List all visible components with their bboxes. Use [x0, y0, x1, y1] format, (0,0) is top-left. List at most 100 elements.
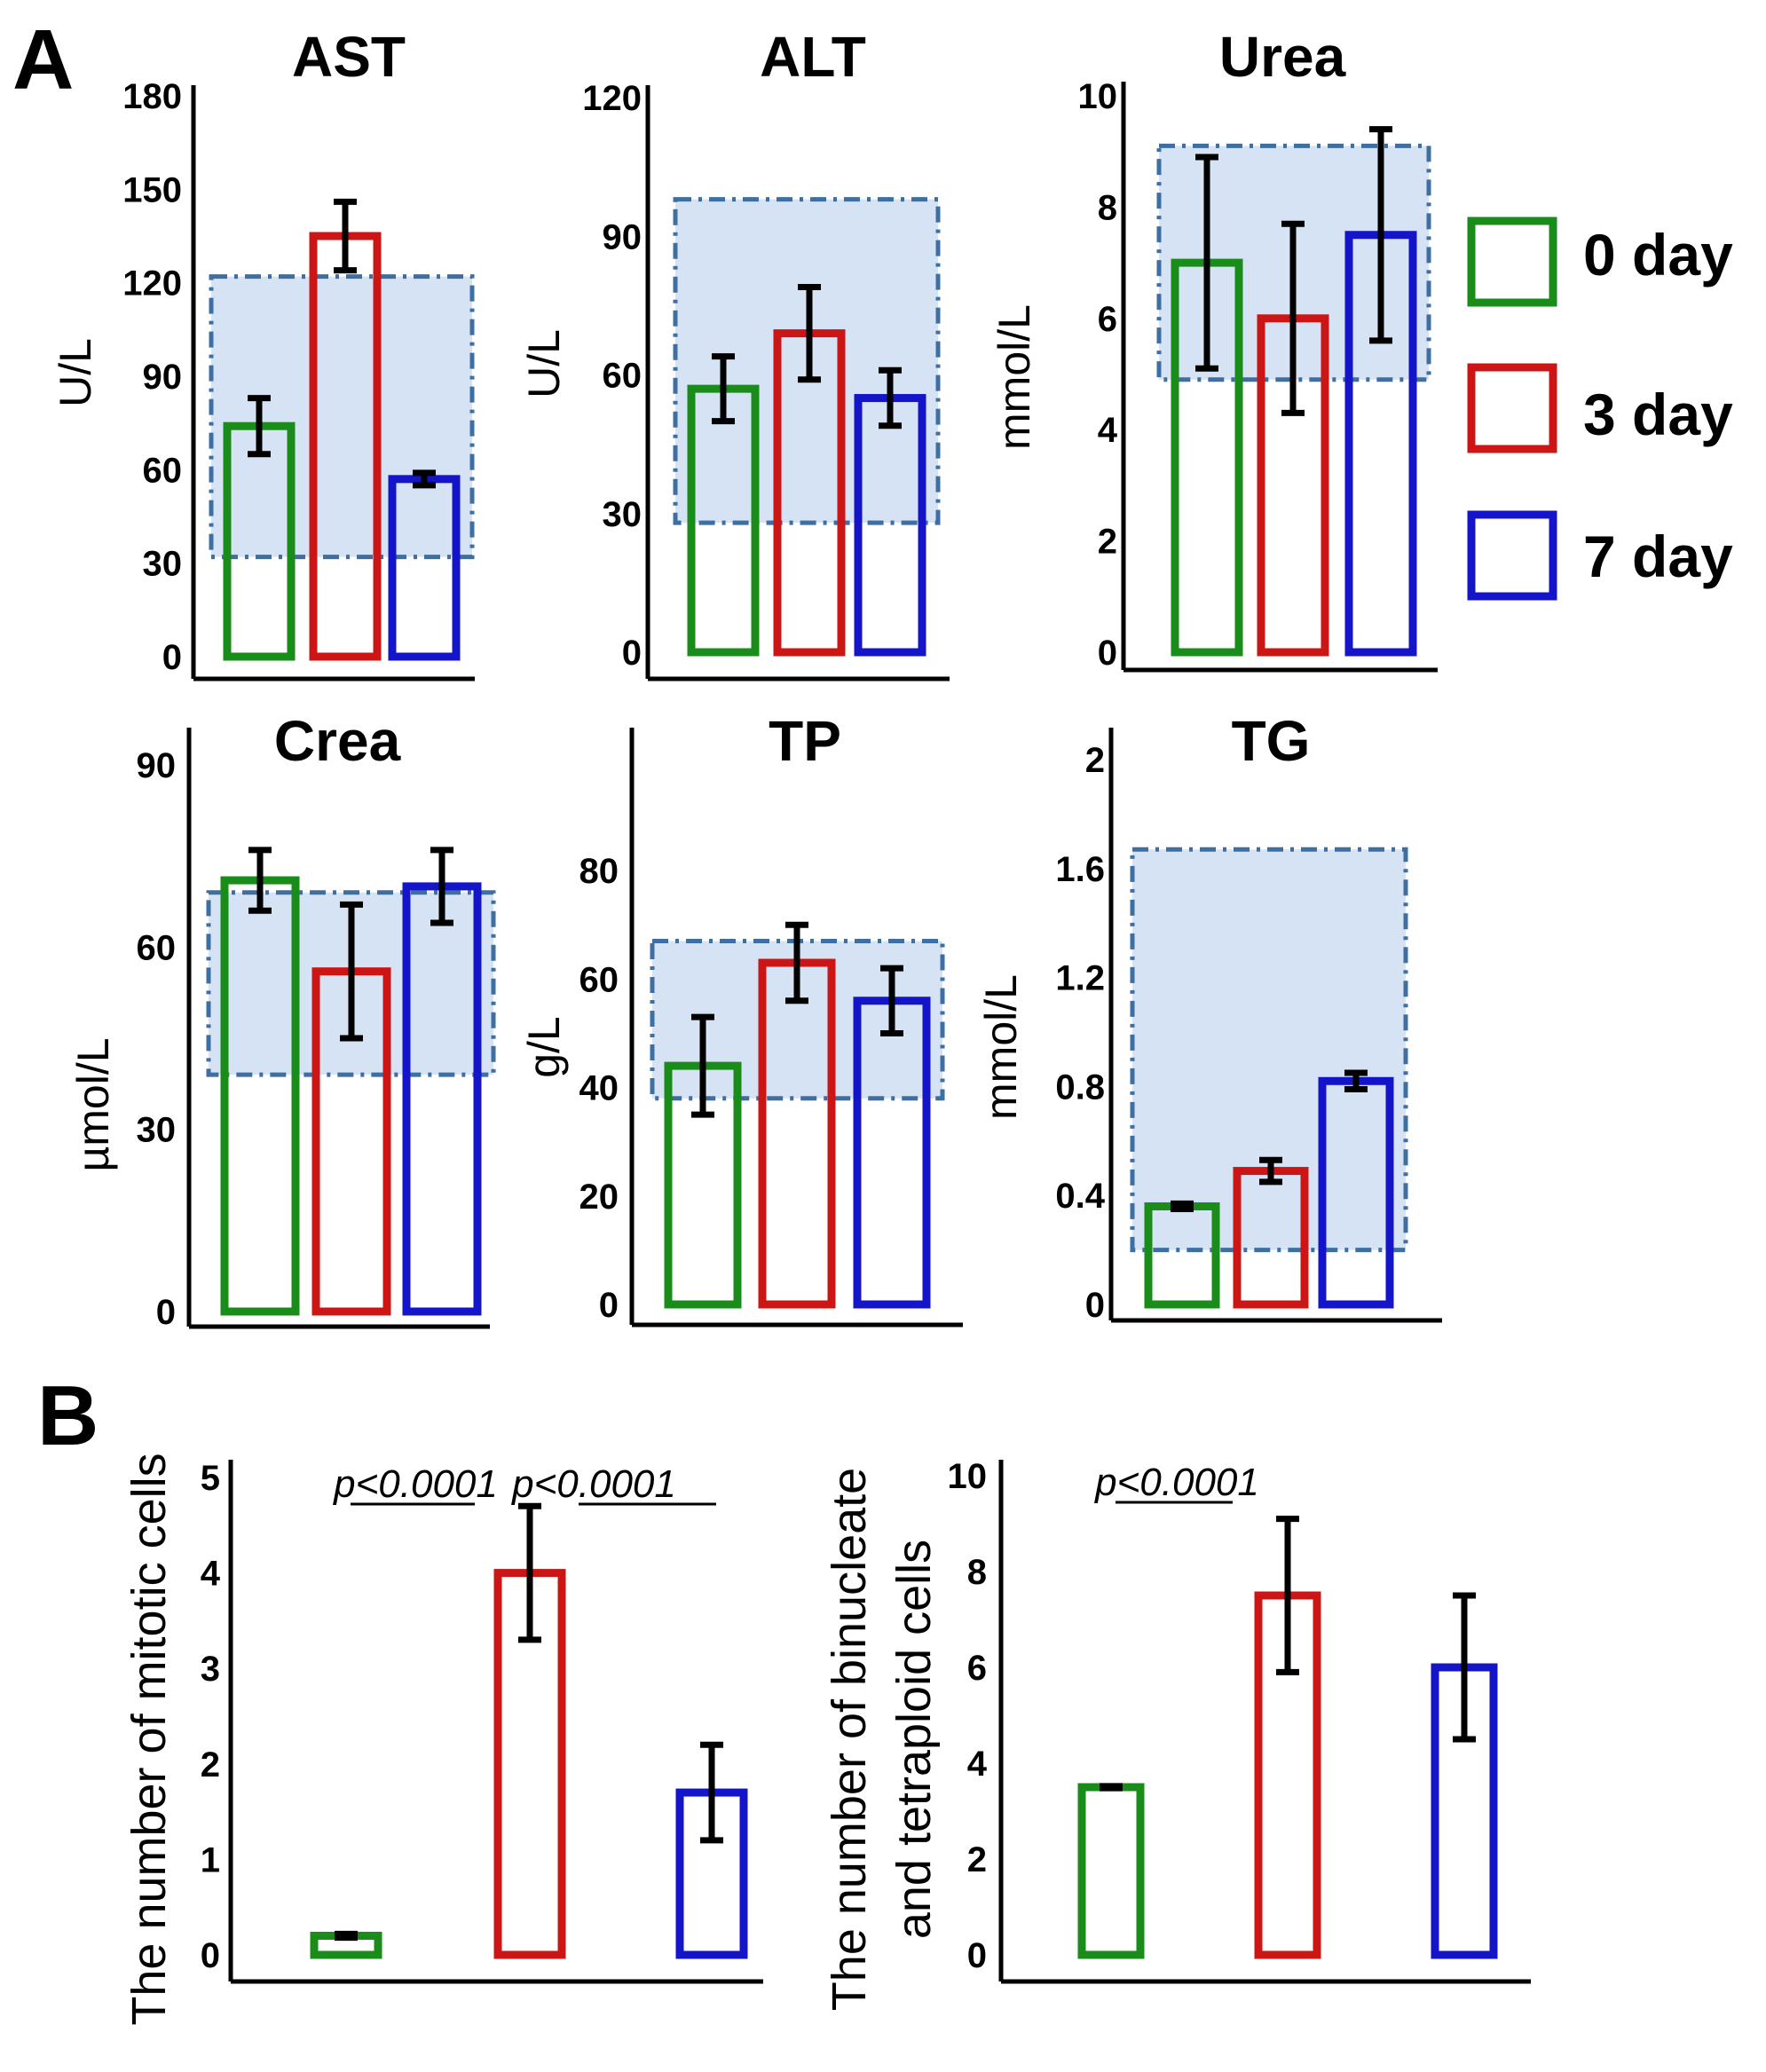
tick-label-crea: 0	[156, 1293, 176, 1332]
tick-label-alt: 120	[582, 79, 642, 118]
tick-label-urea: 0	[1098, 634, 1117, 673]
error-bar-tp-2	[880, 965, 903, 1036]
y-axis-label-crea: µmol/L	[68, 1037, 118, 1171]
legend-label-0-day: 0 day	[1583, 222, 1733, 288]
error-bar-binucleate-0	[1100, 1783, 1123, 1792]
tick-label-mitotic: 0	[201, 1936, 220, 1975]
tick-label-tp: 60	[579, 960, 619, 999]
chart-mitotic: 0 1 2 3 4 5 The number of mitotic cells p<0.000…	[122, 1453, 763, 2026]
tick-label-urea: 10	[1078, 77, 1118, 116]
error-bar-alt-0	[712, 353, 735, 425]
error-bar-binucleate-1	[1276, 1516, 1299, 1675]
tick-label-ast: 30	[143, 545, 183, 584]
tick-label-tp: 40	[579, 1069, 619, 1108]
tick-label-ast: 90	[143, 358, 183, 397]
tick-label-tg: 0	[1085, 1286, 1105, 1325]
tick-label-alt: 90	[603, 217, 643, 256]
error-bar-urea-2	[1369, 126, 1392, 344]
tick-label-ast: 60	[143, 451, 183, 490]
chart-title-crea: Crea	[274, 709, 401, 773]
chart-area: 0306090120150180ASTU/L0306090120ALTU/L02…	[51, 25, 1531, 2026]
significance-binucleate-0: p<0.0001	[1093, 1461, 1259, 1504]
y-axis-label-urea: mmol/L	[989, 304, 1039, 450]
chart-ast: 0 30 60 90 120 150 180 AST U/L	[51, 25, 475, 681]
error-bar-urea-0	[1195, 154, 1218, 372]
error-bar-ast-1	[334, 198, 357, 274]
chart-title-alt: ALT	[760, 25, 866, 89]
tick-label-binucleate: 8	[967, 1553, 987, 1592]
chart-title-ast: AST	[292, 25, 406, 89]
p-value-label: p<0.0001	[332, 1462, 498, 1506]
chart-binucleate: 0 2 4 6 8 10 The number of binucleate and tetra…	[823, 1457, 1531, 2011]
error-bar-crea-0	[248, 847, 272, 914]
tick-label-ast: 0	[162, 638, 182, 677]
legend-label-7-day: 7 day	[1583, 524, 1733, 589]
reference-range-band	[1130, 847, 1408, 1253]
error-bar-crea-1	[340, 901, 363, 1042]
significance-mitotic-1: p<0.0001	[510, 1462, 716, 1506]
tick-label-mitotic: 2	[201, 1745, 220, 1784]
tick-label-urea: 6	[1098, 300, 1117, 339]
y-axis-label-binucleate: The number of binucleate	[823, 1468, 876, 2011]
error-bar-alt-1	[798, 284, 821, 383]
tick-label-binucleate: 4	[967, 1745, 988, 1784]
tick-label-binucleate: 0	[967, 1936, 987, 1975]
tick-label-urea: 8	[1098, 188, 1117, 227]
tick-label-crea: 90	[137, 746, 177, 785]
error-bar-mitotic-1	[518, 1502, 541, 1643]
error-bar-tp-1	[785, 921, 808, 1004]
tick-label-urea: 2	[1098, 523, 1117, 562]
tick-label-tp: 80	[579, 852, 619, 891]
chart-crea: 0 30 60 90 Crea µmol/L	[68, 709, 496, 1332]
y-axis-label-ast: U/L	[51, 338, 100, 407]
bar-binucleate-0-day	[1077, 1783, 1145, 1959]
tick-label-ast: 150	[122, 170, 182, 209]
tick-label-tp: 0	[599, 1286, 619, 1325]
tick-label-mitotic: 4	[201, 1555, 221, 1594]
y-axis-label-mitotic: The number of mitotic cells	[122, 1453, 176, 2025]
tick-label-mitotic: 5	[201, 1459, 220, 1498]
y-axis-label-tg: mmol/L	[976, 974, 1026, 1120]
y-axis-label-tp: g/L	[519, 1016, 569, 1078]
panel-letter-a: A	[12, 12, 74, 107]
tick-label-mitotic: 1	[201, 1840, 220, 1879]
error-bar-tg-2	[1344, 1069, 1368, 1092]
error-bar-alt-2	[879, 366, 902, 429]
error-bar-tg-0	[1171, 1200, 1194, 1213]
tick-label-tg: 1.6	[1055, 850, 1105, 889]
error-bar-ast-2	[413, 469, 436, 489]
legend-swatch-7-day	[1467, 510, 1557, 601]
p-value-label: p<0.0001	[1093, 1461, 1259, 1504]
tick-label-binucleate: 10	[948, 1457, 988, 1496]
legend-label-3-day: 3 day	[1583, 382, 1733, 447]
panel-letter-b: B	[37, 1368, 99, 1463]
error-bar-urea-1	[1281, 220, 1305, 416]
y-axis-label-alt: U/L	[519, 329, 569, 398]
error-bar-binucleate-2	[1453, 1592, 1476, 1743]
chart-title-urea: Urea	[1219, 25, 1346, 89]
tick-label-ast: 120	[122, 264, 182, 303]
chart-tg: 0 0.4 0.8 1.2 1.6 2 TG mmol/L	[976, 709, 1442, 1325]
error-bar-tg-1	[1259, 1156, 1282, 1186]
chart-title-tg: TG	[1232, 709, 1311, 773]
tick-label-crea: 30	[137, 1111, 177, 1150]
y-axis-label-binucleate-line2: and tetraploid cells	[887, 1540, 941, 1939]
significance-mitotic-0: p<0.0001	[332, 1462, 498, 1506]
p-value-label: p<0.0001	[510, 1462, 676, 1506]
legend: 0 day 3 day 7 day	[1467, 217, 1733, 601]
reference-range-band	[209, 274, 475, 560]
tick-label-ast: 180	[122, 77, 182, 116]
tick-label-crea: 60	[137, 928, 177, 967]
tick-label-alt: 60	[603, 357, 643, 396]
tick-label-alt: 30	[603, 495, 643, 534]
chart-tp: 0 20 40 60 80 TP g/L	[519, 709, 963, 1327]
legend-swatch-3-day	[1467, 363, 1557, 453]
tick-label-tp: 20	[579, 1178, 619, 1217]
tick-label-alt: 0	[622, 634, 642, 673]
error-bar-ast-0	[248, 395, 271, 458]
tick-label-urea: 4	[1098, 411, 1118, 450]
legend-swatch-0-day	[1467, 217, 1557, 307]
tick-label-binucleate: 2	[967, 1840, 987, 1879]
error-bar-mitotic-2	[700, 1741, 723, 1844]
